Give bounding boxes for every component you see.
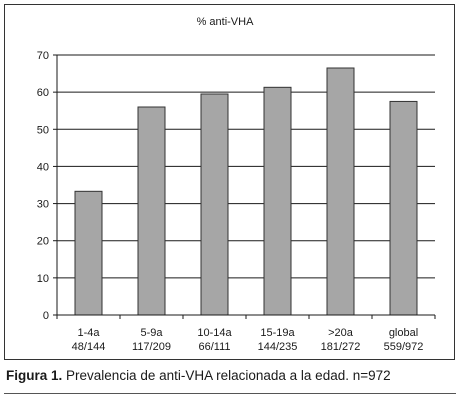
bar-1 bbox=[74, 190, 103, 316]
x-sublabel-6: 559/972 bbox=[384, 341, 424, 353]
y-tick-label-60: 60 bbox=[37, 87, 49, 99]
chart-title: % anti-VHA bbox=[197, 16, 255, 28]
x-sublabel-5: 181/272 bbox=[321, 341, 361, 353]
y-tick-label-50: 50 bbox=[37, 124, 49, 136]
x-tick-label-2: 5-9a bbox=[140, 327, 163, 339]
x-tick-label-3: 10-14a bbox=[197, 327, 232, 339]
y-tick-label-20: 20 bbox=[37, 236, 49, 248]
bar-2 bbox=[137, 106, 166, 316]
bar-3 bbox=[200, 93, 229, 316]
figure-caption: Figura 1. Prevalencia de anti-VHA relaci… bbox=[6, 368, 391, 383]
x-sublabel-4: 144/235 bbox=[258, 341, 298, 353]
bar-4 bbox=[263, 86, 292, 316]
x-tick-label-6: global bbox=[389, 327, 418, 339]
x-tick-label-4: 15-19a bbox=[260, 327, 295, 339]
bar-5 bbox=[326, 67, 355, 316]
y-tick-label-40: 40 bbox=[37, 161, 49, 173]
x-sublabel-1: 48/144 bbox=[72, 341, 106, 353]
y-tick-label-10: 10 bbox=[37, 273, 49, 285]
bar-6 bbox=[389, 100, 418, 316]
x-tick-label-5: >20a bbox=[328, 327, 354, 339]
x-tick-label-1: 1-4a bbox=[77, 327, 100, 339]
figure-frame: % anti-VHA 0 10 20 30 40 50 60 70 1-4a 48/144 5-9a… bbox=[4, 4, 455, 360]
y-tick-label-0: 0 bbox=[43, 310, 49, 322]
y-tick-label-30: 30 bbox=[37, 199, 49, 211]
caption-label: Figura 1. bbox=[6, 368, 63, 383]
caption-text: Prevalencia de anti-VHA relacionada a la… bbox=[66, 368, 391, 383]
bar-chart: % anti-VHA 0 10 20 30 40 50 60 70 1-4a 48/144 5-9a… bbox=[37, 16, 436, 353]
x-sublabel-3: 66/111 bbox=[198, 341, 230, 353]
bottom-rule bbox=[4, 393, 456, 394]
x-sublabel-2: 117/209 bbox=[132, 341, 171, 353]
y-tick-label-70: 70 bbox=[37, 50, 49, 62]
